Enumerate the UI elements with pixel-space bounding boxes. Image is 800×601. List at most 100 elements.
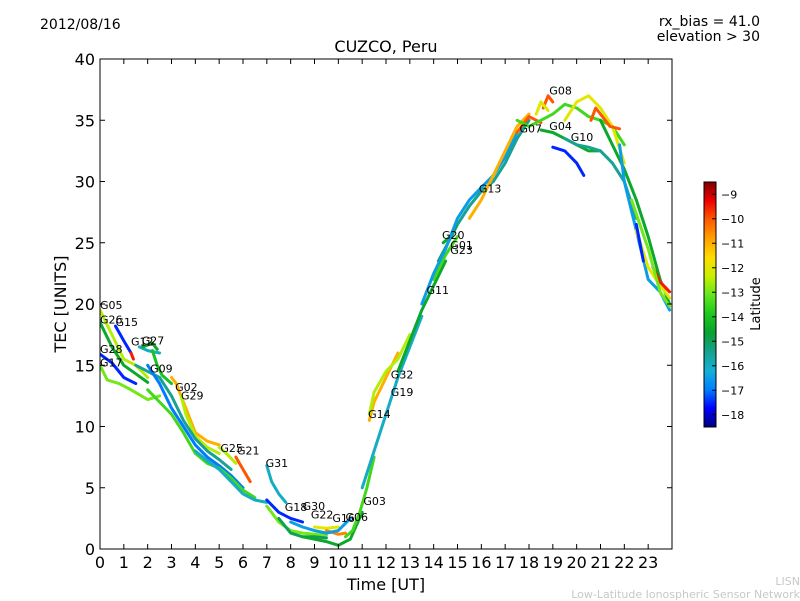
- series-g18: [265, 498, 305, 524]
- satellite-label-g07: G07: [520, 123, 543, 136]
- y-tick-label: 0: [85, 540, 95, 559]
- satellite-label-g11: G11: [427, 284, 450, 297]
- x-tick-label: 14: [423, 553, 443, 572]
- x-tick-label: 15: [447, 553, 467, 572]
- series-g09: [150, 349, 173, 386]
- y-tick-label: 20: [75, 295, 95, 314]
- series-g08: [541, 94, 555, 110]
- x-tick-label: 12: [376, 553, 396, 572]
- x-tick-label: 19: [543, 553, 563, 572]
- satellite-label-g15: G15: [116, 316, 139, 329]
- colorbar-tick-label: −18: [721, 409, 744, 422]
- series-mid3: [193, 449, 269, 504]
- y-tick-label: 35: [75, 111, 95, 130]
- colorbar-tick-label: −10: [721, 213, 744, 226]
- date-label: 2012/08/16: [40, 17, 121, 33]
- x-tick-label: 11: [352, 553, 372, 572]
- series-g11: [396, 259, 448, 373]
- series-trough2: [301, 510, 364, 547]
- series-g03: [344, 455, 376, 539]
- series-g32: [367, 333, 412, 416]
- x-tick-label: 10: [328, 553, 348, 572]
- y-tick-label: 10: [75, 418, 95, 437]
- y-axis-label: TEC [UNITS]: [51, 256, 70, 354]
- series-fall6: [630, 198, 672, 308]
- series-g05: [100, 308, 150, 379]
- colorbar-tick-label: −14: [721, 311, 744, 324]
- x-tick-label: 7: [262, 553, 272, 572]
- rx-bias-note: rx_bias = 41.0: [658, 14, 760, 30]
- series-g16: [313, 525, 340, 530]
- series-rise2: [467, 112, 531, 220]
- x-tick-label: 4: [190, 553, 200, 572]
- satellite-label-g10: G10: [571, 131, 594, 144]
- x-tick-label: 9: [309, 553, 319, 572]
- series-g27: [141, 341, 159, 351]
- x-tick-label: 13: [400, 553, 420, 572]
- series-mid1: [146, 363, 245, 490]
- satellite-label-g14: G14: [368, 408, 391, 421]
- series-g25: [217, 445, 238, 465]
- y-axis: 0 5 10 15 20 25 30 35 40: [75, 50, 672, 559]
- y-tick-label: 25: [75, 234, 95, 253]
- series-fall4: [634, 222, 645, 263]
- x-tick-label: 17: [495, 553, 515, 572]
- satellite-label-g27: G27: [142, 334, 165, 347]
- satellite-label-g18: G18: [285, 501, 308, 514]
- colorbar-tick-label: −12: [721, 262, 744, 275]
- x-tick-label: 3: [166, 553, 176, 572]
- series-g17: [100, 363, 162, 402]
- satellite-label-g13: G13: [479, 183, 502, 196]
- satellite-label-g01: G01: [450, 239, 473, 252]
- series-trough1: [289, 516, 352, 535]
- colorbar-tick-label: −15: [721, 335, 744, 348]
- colorbar-ticks: −9 −10 −11 −12 −13 −14 −15 −16 −17 −18: [712, 188, 744, 422]
- series-peak4: [563, 137, 638, 220]
- footer-network-name: Low-Latitude Ionospheric Sensor Network: [571, 588, 800, 601]
- series-g13: [456, 118, 531, 226]
- colorbar-label: Latitude: [749, 277, 764, 331]
- series-rise1: [420, 131, 519, 306]
- satellite-label-g02: G02: [175, 381, 198, 394]
- x-tick-label: 6: [238, 553, 248, 572]
- satellite-label-g17: G17: [100, 357, 123, 370]
- x-tick-label: 8: [286, 553, 296, 572]
- y-tick-label: 5: [85, 479, 95, 498]
- series-g13-early: [134, 363, 233, 471]
- satellite-label-g03: G03: [363, 495, 386, 508]
- series-g23: [432, 235, 459, 281]
- x-tick-label: 20: [566, 553, 586, 572]
- colorbar-tick-label: −9: [721, 188, 737, 201]
- series-g28: [100, 352, 138, 386]
- series-g10: [551, 145, 586, 177]
- series-peak2: [563, 94, 626, 165]
- satellite-label-g06: G06: [346, 511, 369, 524]
- series-g26: [100, 320, 150, 384]
- satellite-label-g22: G22: [311, 508, 334, 521]
- satellite-label-g30: G30: [303, 500, 326, 513]
- chart-title: CUZCO, Peru: [334, 37, 438, 56]
- colorbar-tick-label: −16: [721, 360, 744, 373]
- colorbar-tick-label: −11: [721, 237, 744, 250]
- footer-network-abbrev: LISN: [775, 575, 800, 588]
- satellite-label-g29: G29: [181, 390, 204, 403]
- satellite-label-g23: G23: [450, 244, 473, 257]
- x-axis-label: Time [UT]: [346, 575, 425, 594]
- y-tick-label: 30: [75, 173, 95, 192]
- series-g30: [265, 504, 328, 537]
- colorbar-tick-label: −13: [721, 286, 744, 299]
- satellite-label-g31: G31: [266, 457, 289, 470]
- series-g15-b: [129, 351, 135, 361]
- x-tick-label: 21: [590, 553, 610, 572]
- series-g21: [234, 455, 252, 484]
- satellite-label-g28: G28: [100, 343, 123, 356]
- series-mid2: [146, 388, 257, 500]
- x-tick-label: 2: [143, 553, 153, 572]
- x-tick-label: 1: [119, 553, 129, 572]
- x-tick-label: 18: [519, 553, 539, 572]
- x-tick-label: 0: [95, 553, 105, 572]
- x-tick-label: 23: [638, 553, 658, 572]
- y-tick-label: 40: [75, 50, 95, 69]
- satellite-label-g21: G21: [237, 445, 260, 458]
